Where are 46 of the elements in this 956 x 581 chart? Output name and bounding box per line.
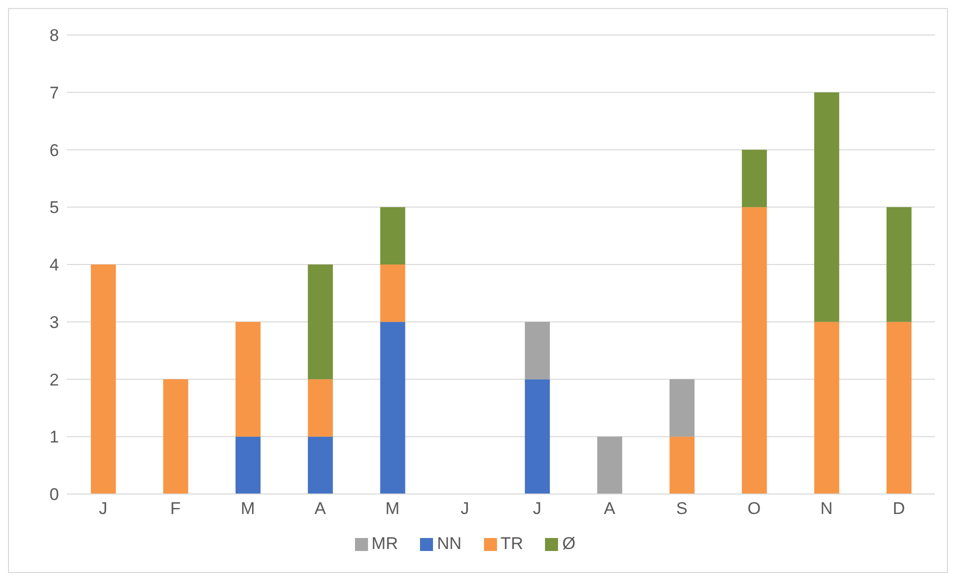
bar	[742, 207, 767, 494]
bar	[524, 322, 550, 380]
x-tick-label: A	[604, 499, 616, 518]
bar	[380, 207, 406, 264]
bar	[163, 379, 188, 494]
bar	[814, 322, 840, 494]
x-tick-label: J	[460, 499, 470, 518]
y-tick-label: 8	[50, 26, 59, 46]
bar	[236, 436, 261, 494]
y-tick-label: 1	[50, 428, 59, 447]
bar	[670, 436, 695, 494]
legend-label: TR	[500, 534, 524, 553]
y-tick-label: 4	[50, 256, 59, 275]
bar	[814, 92, 840, 322]
x-tick-label: M	[240, 499, 255, 518]
bar	[308, 379, 333, 437]
y-tick-label: 0	[50, 485, 59, 504]
x-tick-label: N	[820, 499, 833, 518]
x-tick-label: O	[748, 499, 761, 518]
y-tick-label: 5	[50, 198, 59, 218]
legend-label: MR	[372, 534, 398, 553]
y-tick-label: 7	[50, 83, 59, 102]
bar	[524, 379, 550, 494]
bar	[886, 322, 912, 494]
legend-label: Ø	[562, 534, 576, 553]
bar	[380, 322, 406, 494]
bar	[886, 207, 912, 322]
y-tick-label: 2	[50, 370, 59, 390]
bar	[380, 264, 406, 322]
legend-label: NN	[436, 534, 462, 553]
x-tick-label: S	[676, 499, 688, 518]
x-tick-label: F	[170, 499, 181, 518]
x-tick-label: J	[98, 499, 108, 518]
y-tick-label: 3	[50, 312, 59, 332]
bar	[742, 150, 767, 208]
bar	[308, 436, 333, 494]
x-tick-label: A	[314, 499, 326, 518]
x-tick-label: D	[892, 499, 905, 518]
bar	[90, 264, 116, 494]
y-tick-label: 6	[50, 140, 59, 160]
bar	[236, 322, 261, 437]
bar	[670, 379, 695, 437]
x-tick-label: J	[532, 499, 542, 518]
x-tick-label: M	[385, 499, 400, 518]
bar	[308, 264, 333, 380]
bar	[597, 436, 622, 494]
